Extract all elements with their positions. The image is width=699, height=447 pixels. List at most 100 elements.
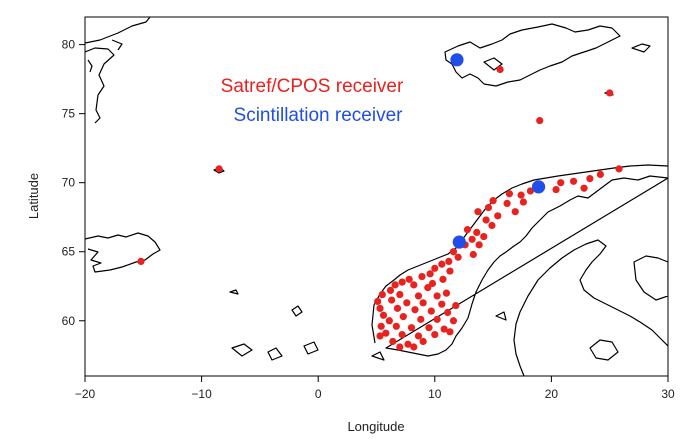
satref-cpos-point — [463, 226, 472, 234]
satref-cpos-point — [403, 299, 411, 307]
satref-cpos-point — [137, 257, 145, 265]
satref-cpos-point — [414, 332, 423, 340]
satref-cpos-point — [418, 272, 426, 281]
satref-cpos-point — [433, 315, 441, 323]
satref-cpos-point — [475, 241, 483, 249]
satref-cpos-point — [404, 340, 412, 348]
satref-cpos-point — [484, 203, 493, 212]
satref-cpos-point — [615, 165, 623, 173]
satref-cpos-point — [419, 299, 427, 307]
satref-cpos-point — [399, 313, 407, 321]
satref-cpos-point — [396, 343, 404, 351]
y-tick-label: 75 — [62, 107, 76, 121]
satref-cpos-point — [396, 290, 404, 299]
satref-cpos-point — [442, 289, 451, 297]
x-tick-label: 30 — [661, 387, 675, 401]
satref-cpos-point — [452, 301, 460, 310]
satref-cpos-point — [494, 212, 502, 220]
legend-scintillation: Scintillation receiver — [234, 105, 404, 126]
svalbard-coast — [444, 23, 651, 87]
satref-cpos-point — [392, 322, 400, 330]
satref-cpos-point — [606, 89, 614, 97]
satref-cpos-point — [377, 322, 385, 330]
satref-cpos-point — [519, 198, 528, 206]
satref-cpos-point — [517, 191, 525, 199]
x-tick-label: 20 — [545, 387, 559, 401]
satref-cpos-point — [586, 174, 594, 183]
iceland-coast — [85, 232, 161, 273]
satref-cpos-point — [444, 308, 452, 317]
satref-cpos-point — [425, 324, 433, 332]
satref-cpos-point — [427, 307, 435, 315]
satref-cpos-point — [424, 284, 432, 292]
satref-cpos-point — [431, 330, 439, 339]
x-tick-label: −20 — [75, 387, 96, 401]
satref-cpos-point — [446, 328, 454, 336]
satref-cpos-point — [439, 275, 447, 283]
satref-cpos-point — [414, 292, 423, 300]
satref-cpos-point — [376, 332, 384, 340]
satref-cpos-point — [473, 228, 481, 236]
satref-cpos-point — [489, 197, 497, 205]
satref-cpos-point — [419, 337, 427, 346]
satref-cpos-point — [388, 296, 396, 304]
legend-satref-cpos: Satref/CPOS receiver — [221, 76, 404, 97]
satref-cpos-point — [431, 264, 439, 272]
satref-cpos-point — [488, 221, 496, 230]
satref-cpos-point — [469, 250, 477, 259]
satref-cpos-point — [411, 306, 419, 314]
small-islands — [229, 289, 507, 361]
satref-cpos-point — [393, 304, 402, 312]
scintillation-point — [450, 53, 464, 67]
satref-cpos-point — [398, 278, 406, 286]
x-axis-title: Longitude — [347, 419, 404, 434]
satref-cpos-point — [428, 279, 437, 288]
y-tick-label: 65 — [62, 245, 76, 259]
satref-cpos-point — [449, 317, 458, 325]
satref-cpos-point — [405, 275, 413, 283]
satref-cpos-point — [536, 116, 544, 125]
satref-cpos-point — [580, 184, 588, 192]
satref-cpos-point — [382, 329, 390, 337]
satref-cpos-point — [445, 257, 453, 265]
satref-cpos-point — [552, 185, 560, 194]
x-tick-label: 0 — [315, 387, 322, 401]
satref-cpos-point — [215, 165, 223, 173]
satref-cpos-point — [376, 304, 384, 312]
satref-cpos-point — [496, 65, 504, 74]
satref-cpos-point — [433, 292, 441, 300]
satref-cpos-point — [417, 315, 425, 323]
satref-cpos-point — [482, 216, 490, 224]
scandinavia-coast — [371, 164, 668, 376]
station-points — [137, 53, 623, 351]
satref-cpos-point — [446, 267, 454, 275]
satref-cpos-point — [557, 179, 565, 187]
y-tick-label: 70 — [62, 176, 76, 190]
y-axis-title: Latitude — [26, 173, 41, 219]
y-tick-label: 60 — [62, 314, 76, 328]
satref-cpos-point — [454, 253, 462, 261]
satref-cpos-point — [407, 324, 416, 332]
greenland-coast — [85, 17, 151, 124]
satref-cpos-point — [474, 208, 482, 216]
satref-cpos-point — [440, 325, 448, 333]
scintillation-point — [531, 180, 546, 194]
satref-cpos-point — [374, 297, 382, 306]
satref-cpos-point — [379, 311, 388, 319]
satref-cpos-point — [426, 270, 434, 278]
satref-cpos-point — [468, 235, 476, 243]
satref-cpos-point — [505, 190, 514, 198]
satref-cpos-point — [569, 177, 578, 185]
satref-cpos-point — [385, 317, 393, 325]
satref-cpos-point — [449, 248, 458, 256]
satref-cpos-point — [386, 286, 395, 294]
satref-cpos-point — [480, 232, 488, 241]
y-tick-label: 80 — [62, 38, 76, 52]
satref-cpos-point — [389, 337, 397, 346]
axes: −20 −10 0 10 20 30 60 65 70 75 80 — [62, 38, 675, 401]
satref-cpos-point — [410, 343, 418, 351]
x-tick-label: 10 — [428, 387, 442, 401]
satref-cpos-point — [438, 260, 446, 268]
satref-cpos-point — [398, 330, 406, 339]
